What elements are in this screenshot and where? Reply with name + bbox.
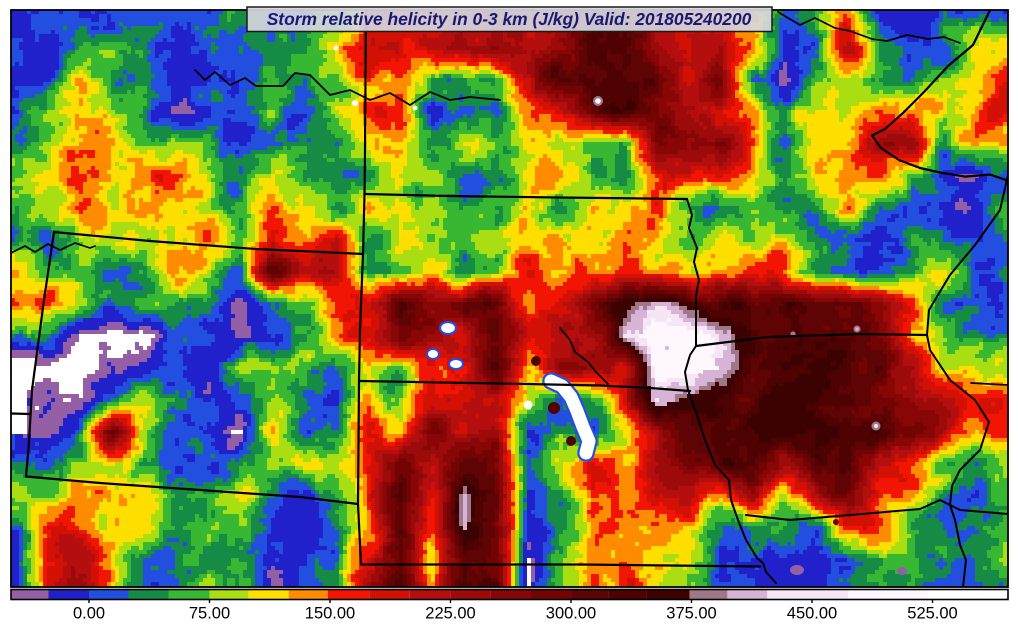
svg-text:0.00: 0.00 xyxy=(73,605,105,623)
svg-text:150.00: 150.00 xyxy=(305,605,355,623)
svg-text:525.00: 525.00 xyxy=(907,605,957,623)
svg-text:Storm relative helicity in 0-3: Storm relative helicity in 0-3 km (J/kg)… xyxy=(267,9,752,29)
svg-text:375.00: 375.00 xyxy=(666,605,716,623)
svg-text:300.00: 300.00 xyxy=(546,605,596,623)
svg-text:225.00: 225.00 xyxy=(425,605,475,623)
svg-text:450.00: 450.00 xyxy=(787,605,837,623)
svg-text:75.00: 75.00 xyxy=(189,605,230,623)
